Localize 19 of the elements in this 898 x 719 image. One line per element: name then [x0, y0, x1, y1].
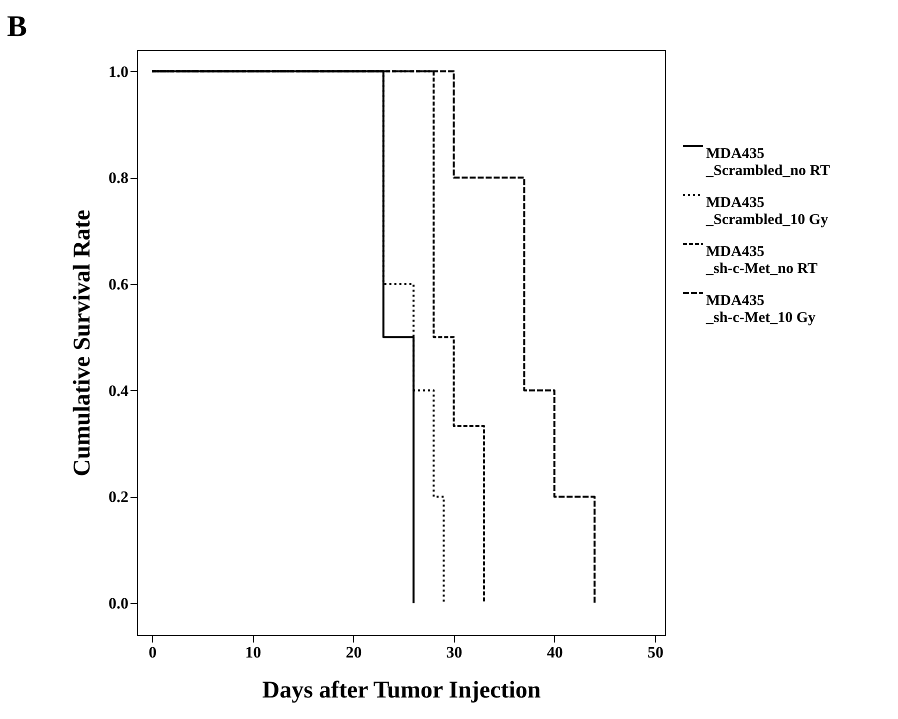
legend-label: MDA435 _sh-c-Met_10 Gy [705, 293, 816, 326]
x-tick-label: 50 [647, 644, 664, 662]
x-tick-label: 30 [446, 644, 462, 662]
x-tick-label: 40 [546, 644, 563, 662]
legend-label: MDA435 _Scrambled_10 Gy [705, 195, 829, 228]
x-tick-label: 20 [346, 644, 362, 662]
y-tick-label: 0.8 [108, 170, 128, 188]
y-tick-label: 0.0 [108, 596, 128, 613]
x-axis-title: Days after Tumor Injection [262, 678, 541, 704]
x-tick-label: 0 [148, 644, 157, 662]
y-tick-label: 1.0 [108, 64, 128, 81]
y-axis-title: Cumulative Survival Rate [70, 209, 96, 476]
y-tick-label: 0.6 [108, 276, 128, 294]
legend-label: MDA435 _sh-c-Met_no RT [705, 244, 818, 277]
y-tick-label: 0.4 [108, 382, 128, 400]
x-tick-label: 10 [245, 644, 262, 662]
legend-label: MDA435 _Scrambled_no RT [705, 146, 830, 179]
text: B [7, 10, 28, 43]
y-tick-label: 0.2 [108, 489, 128, 506]
